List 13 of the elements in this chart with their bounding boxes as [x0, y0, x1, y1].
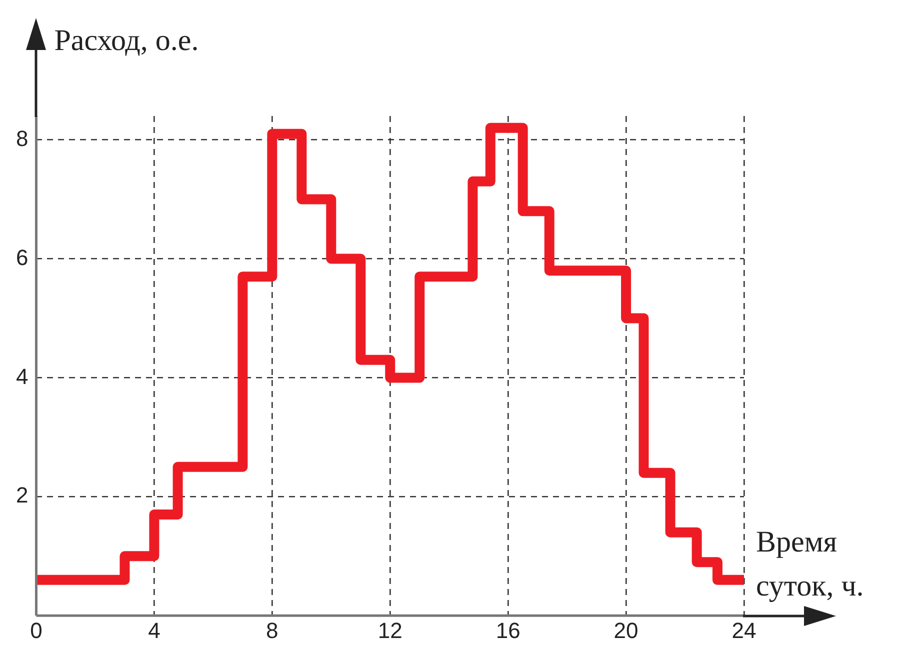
y-tick-label: 4 — [16, 364, 28, 389]
y-axis-title: Расход, о.е. — [54, 24, 199, 57]
x-tick-label: 20 — [614, 618, 638, 643]
x-axis-title: Время суток, ч. — [756, 525, 864, 602]
y-tick-label: 8 — [16, 126, 28, 151]
y-tick-label: 2 — [16, 482, 28, 508]
x-tick-label: 16 — [496, 618, 520, 643]
x-tick-label: 12 — [378, 618, 402, 643]
x-tick-label: 0 — [30, 618, 42, 643]
y-tick-label: 6 — [16, 244, 28, 270]
x-tick-label: 24 — [732, 618, 756, 643]
x-tick-label: 8 — [266, 618, 278, 643]
x-tick-label: 4 — [148, 618, 160, 643]
